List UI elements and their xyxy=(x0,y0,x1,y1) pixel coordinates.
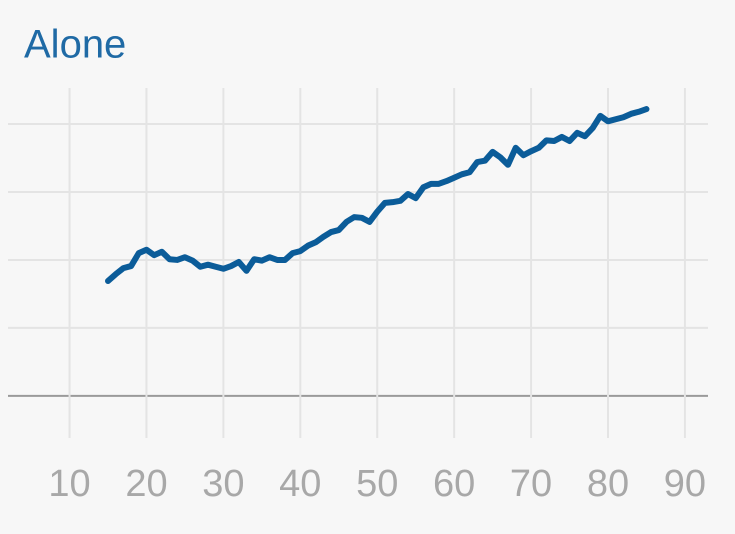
x-tick-label: 10 xyxy=(48,463,90,505)
chart-title: Alone xyxy=(24,23,126,67)
x-tick-label: 20 xyxy=(125,463,167,505)
x-tick-label: 70 xyxy=(510,463,552,505)
x-tick-label: 30 xyxy=(202,463,244,505)
x-tick-label: 90 xyxy=(664,463,706,505)
x-tick-label: 60 xyxy=(433,463,475,505)
x-tick-label: 40 xyxy=(279,463,321,505)
x-tick-label: 80 xyxy=(587,463,629,505)
line xyxy=(105,106,650,285)
x-tick-label: 50 xyxy=(356,463,398,505)
